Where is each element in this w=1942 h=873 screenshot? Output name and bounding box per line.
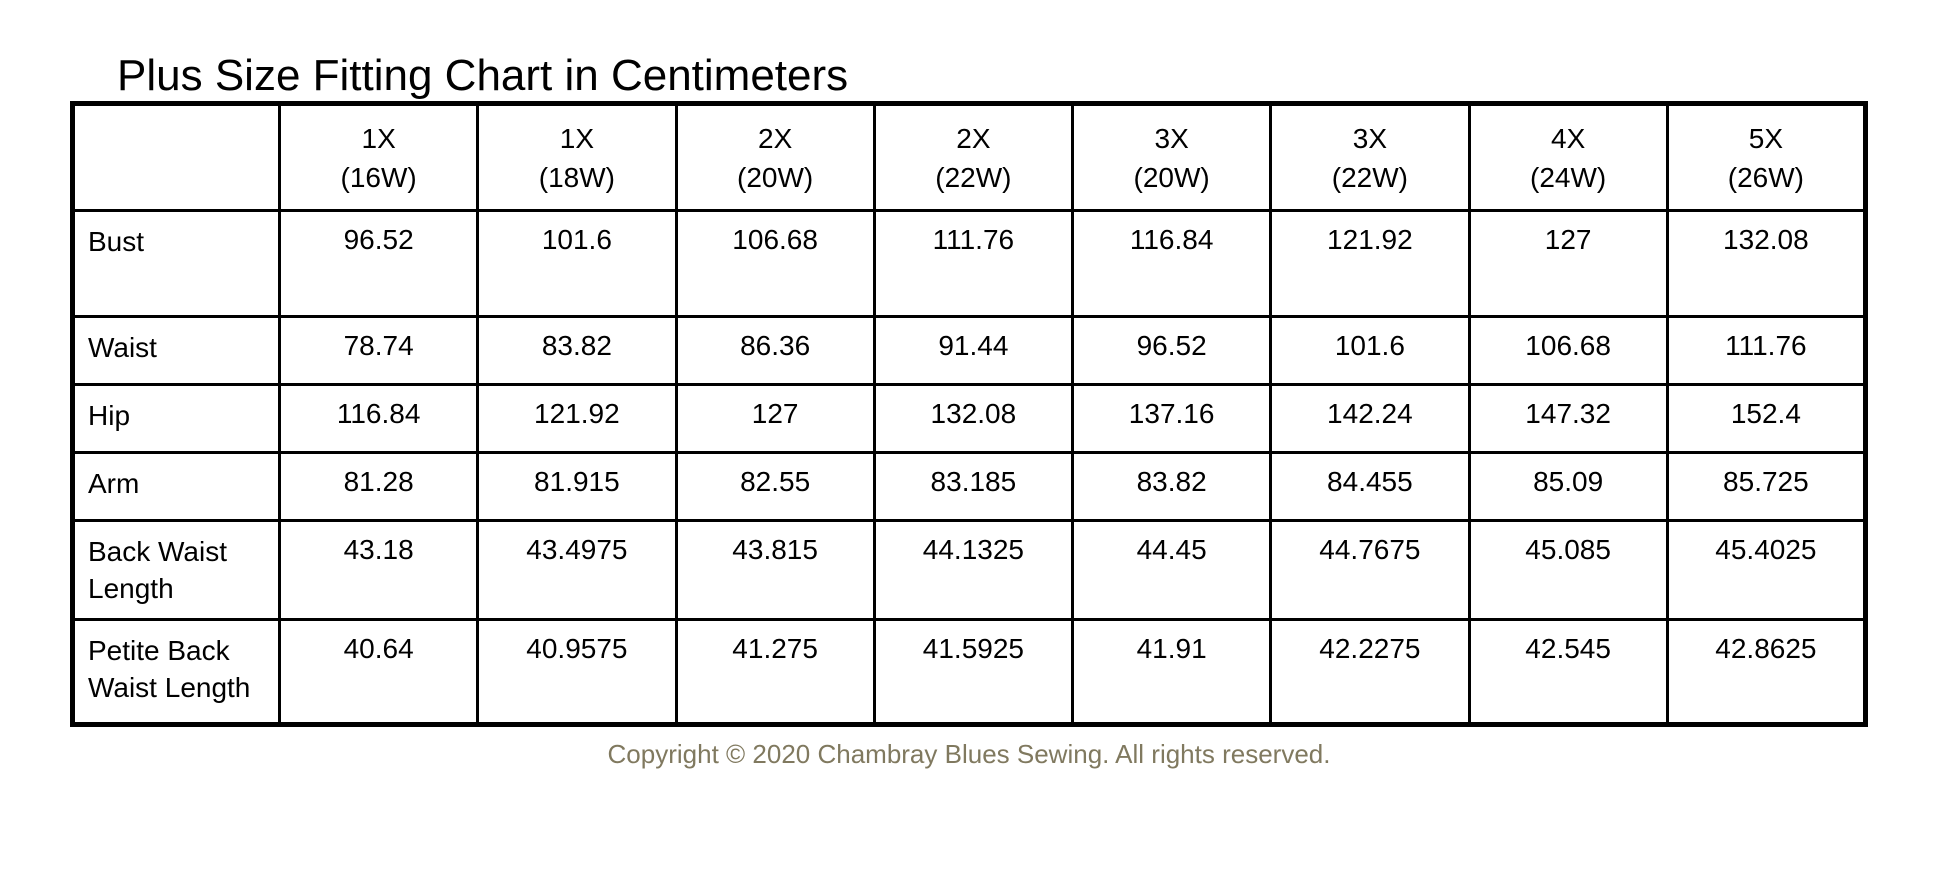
size-label: 4X [1551, 122, 1586, 154]
measurement-cell: 132.08 [872, 383, 1075, 454]
w-size-label: (20W) [1133, 161, 1210, 193]
w-size-label: (16W) [340, 161, 417, 193]
measurement-cell: 40.64 [277, 618, 480, 726]
column-header-3x-20w: 3X (20W) [1070, 102, 1273, 212]
measurement-cell: 147.32 [1467, 383, 1669, 454]
measurement-cell: 81.915 [476, 451, 678, 522]
column-header-5x-26w: 5X (26W) [1665, 102, 1868, 212]
column-header-1x-16w: 1X (16W) [277, 102, 480, 212]
measurement-cell: 85.725 [1665, 451, 1868, 522]
measurement-cell: 96.52 [277, 209, 480, 318]
column-header-1x-18w: 1X (18W) [476, 102, 678, 212]
measurement-cell: 85.09 [1467, 451, 1669, 522]
page-title: Plus Size Fitting Chart in Centimeters [117, 51, 849, 101]
measurement-cell: 83.185 [872, 451, 1075, 522]
measurement-cell: 101.6 [476, 209, 678, 318]
measurement-cell: 43.4975 [476, 519, 678, 621]
measurement-cell: 42.8625 [1665, 618, 1868, 726]
size-label: 3X [1154, 122, 1189, 154]
measurement-cell: 116.84 [1070, 209, 1273, 318]
measurement-cell: 116.84 [277, 383, 480, 454]
measurement-cell: 91.44 [872, 315, 1075, 386]
measurement-cell: 41.275 [674, 618, 876, 726]
measurement-cell: 42.545 [1467, 618, 1669, 726]
w-size-label: (22W) [935, 161, 1012, 193]
size-label: 1X [559, 122, 594, 154]
measurement-cell: 127 [1467, 209, 1669, 318]
size-label: 2X [758, 122, 793, 154]
row-label: Petite Back Waist Length [71, 618, 281, 726]
w-size-label: (24W) [1530, 161, 1607, 193]
size-label: 5X [1748, 122, 1783, 154]
measurement-cell: 83.82 [1070, 451, 1273, 522]
measurement-cell: 121.92 [476, 383, 678, 454]
corner-cell [71, 102, 281, 212]
measurement-cell: 41.5925 [872, 618, 1075, 726]
measurement-cell: 42.2275 [1269, 618, 1471, 726]
measurement-cell: 86.36 [674, 315, 876, 386]
measurement-cell: 111.76 [1665, 315, 1868, 386]
row-label: Arm [71, 451, 281, 522]
row-label: Waist [71, 315, 281, 386]
measurement-cell: 40.9575 [476, 618, 678, 726]
row-label: Hip [71, 383, 281, 454]
measurement-cell: 44.1325 [872, 519, 1075, 621]
size-label: 1X [361, 122, 396, 154]
column-header-2x-22w: 2X (22W) [872, 102, 1075, 212]
measurement-cell: 41.91 [1070, 618, 1273, 726]
fitting-chart-table: 1X (16W) 1X (18W) 2X (20W) 2X (22W) 3X (… [70, 101, 1868, 727]
table-row-petite-back-waist-length: Petite Back Waist Length 40.64 40.9575 4… [71, 618, 1868, 726]
measurement-cell: 111.76 [872, 209, 1075, 318]
measurement-cell: 101.6 [1269, 315, 1471, 386]
measurement-cell: 78.74 [277, 315, 480, 386]
column-header-4x-24w: 4X (24W) [1467, 102, 1669, 212]
table-row-arm: Arm 81.28 81.915 82.55 83.185 83.82 84.4… [71, 451, 1868, 522]
w-size-label: (18W) [538, 161, 615, 193]
table-row-waist: Waist 78.74 83.82 86.36 91.44 96.52 101.… [71, 315, 1868, 386]
measurement-cell: 45.4025 [1665, 519, 1868, 621]
size-label: 3X [1352, 122, 1387, 154]
measurement-cell: 81.28 [277, 451, 480, 522]
measurement-cell: 43.815 [674, 519, 876, 621]
measurement-cell: 121.92 [1269, 209, 1471, 318]
measurement-cell: 43.18 [277, 519, 480, 621]
measurement-cell: 127 [674, 383, 876, 454]
table-row-back-waist-length: Back Waist Length 43.18 43.4975 43.815 4… [71, 519, 1868, 621]
w-size-label: (20W) [737, 161, 814, 193]
w-size-label: (22W) [1331, 161, 1408, 193]
size-label: 2X [956, 122, 991, 154]
measurement-cell: 132.08 [1665, 209, 1868, 318]
table-row-hip: Hip 116.84 121.92 127 132.08 137.16 142.… [71, 383, 1868, 454]
measurement-cell: 152.4 [1665, 383, 1868, 454]
w-size-label: (26W) [1727, 161, 1804, 193]
measurement-cell: 44.7675 [1269, 519, 1471, 621]
measurement-cell: 96.52 [1070, 315, 1273, 386]
row-label: Back Waist Length [71, 519, 281, 621]
row-label: Bust [71, 209, 281, 318]
measurement-cell: 84.455 [1269, 451, 1471, 522]
copyright-notice: Copyright © 2020 Chambray Blues Sewing. … [607, 739, 1331, 769]
table-header-row: 1X (16W) 1X (18W) 2X (20W) 2X (22W) 3X (… [71, 102, 1868, 212]
measurement-cell: 83.82 [476, 315, 678, 386]
measurement-cell: 44.45 [1070, 519, 1273, 621]
measurement-cell: 137.16 [1070, 383, 1273, 454]
measurement-cell: 106.68 [1467, 315, 1669, 386]
measurement-cell: 142.24 [1269, 383, 1471, 454]
measurement-cell: 45.085 [1467, 519, 1669, 621]
column-header-3x-22w: 3X (22W) [1269, 102, 1471, 212]
column-header-2x-20w: 2X (20W) [674, 102, 876, 212]
measurement-cell: 106.68 [674, 209, 876, 318]
table-row-bust: Bust 96.52 101.6 106.68 111.76 116.84 12… [71, 209, 1868, 318]
measurement-cell: 82.55 [674, 451, 876, 522]
